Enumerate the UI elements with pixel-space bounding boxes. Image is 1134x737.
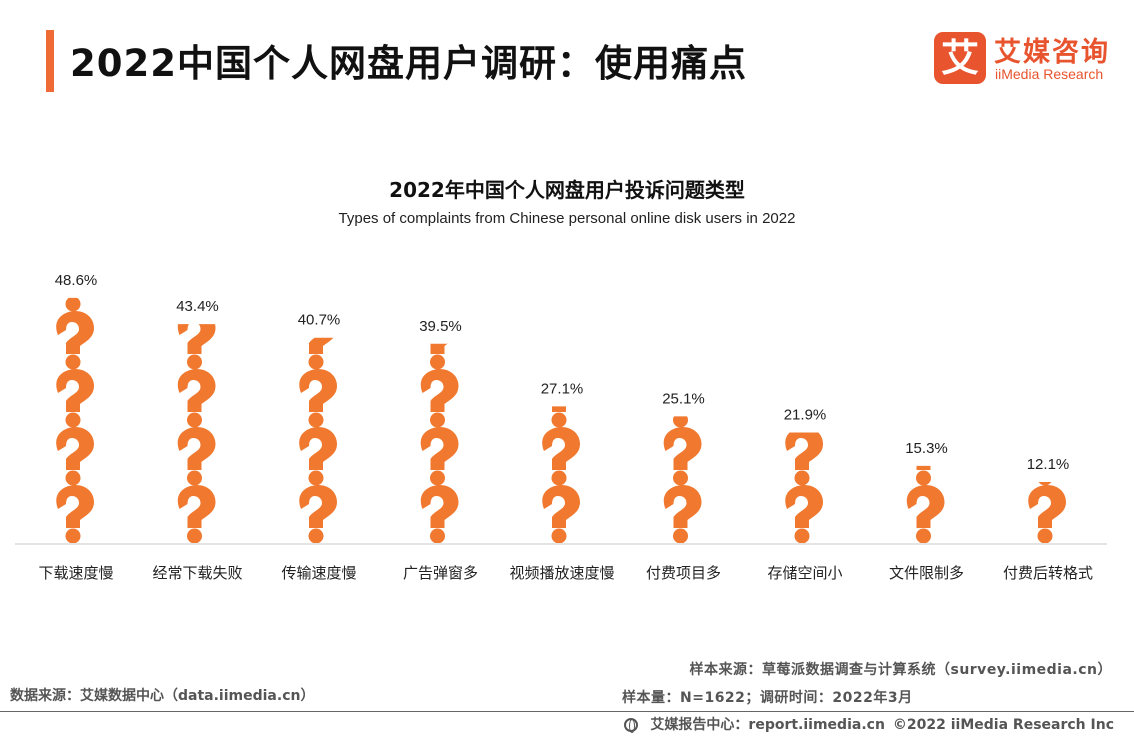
chart-title: 2022年中国个人网盘用户投诉问题类型 bbox=[389, 178, 745, 202]
value-label: 25.1% bbox=[662, 390, 705, 407]
footer-copyright: ©2022 iiMedia Research Inc bbox=[892, 717, 1114, 733]
pictogram-bar-chart: 48.6% 下载速度慢 43.4% 经常下载失败 40.7% 传输速度慢 39.5% 广告弹窗… bbox=[15, 272, 1107, 582]
value-label: 39.5% bbox=[419, 318, 462, 335]
brand-logo: 艾 艾媒咨询 iiMedia Research bbox=[934, 30, 1124, 86]
question-mark-icon bbox=[673, 416, 688, 428]
value-label: 27.1% bbox=[541, 380, 584, 397]
value-label: 48.6% bbox=[55, 272, 98, 289]
question-mark-icon bbox=[56, 427, 94, 486]
bar-7 bbox=[906, 465, 945, 543]
question-mark-icon bbox=[1038, 481, 1052, 486]
bar-2 bbox=[299, 337, 337, 543]
logo-text-en: iiMedia Research bbox=[995, 66, 1104, 82]
category-label: 付费后转格式 bbox=[1003, 564, 1093, 582]
value-label: 15.3% bbox=[905, 440, 948, 457]
question-mark-icon bbox=[542, 427, 580, 486]
category-label: 下载速度慢 bbox=[38, 564, 113, 582]
bar-6 bbox=[785, 432, 823, 543]
bar-0 bbox=[56, 297, 94, 543]
question-mark-icon bbox=[663, 485, 702, 543]
bar-5 bbox=[663, 416, 702, 543]
question-mark-icon bbox=[430, 343, 448, 370]
question-mark-icon bbox=[299, 369, 337, 428]
question-mark-icon bbox=[177, 369, 216, 428]
category-label: 视频播放速度慢 bbox=[509, 564, 614, 582]
footer-divider bbox=[0, 711, 1134, 712]
sample-source: 样本来源：草莓派数据调查与计算系统（survey.iimedia.cn） bbox=[689, 662, 1112, 678]
question-mark-icon bbox=[56, 369, 94, 428]
question-mark-icon bbox=[906, 485, 945, 543]
question-mark-icon bbox=[56, 485, 94, 543]
logo-text-cn: 艾媒咨询 bbox=[994, 37, 1110, 68]
data-source: 数据来源：艾媒数据中心（data.iimedia.cn） bbox=[10, 688, 315, 704]
value-label: 12.1% bbox=[1027, 456, 1070, 473]
logo-mark: 艾 bbox=[934, 32, 986, 84]
bar-1 bbox=[177, 324, 216, 543]
question-mark-icon bbox=[299, 485, 337, 543]
category-label: 文件限制多 bbox=[889, 564, 964, 582]
category-label: 付费项目多 bbox=[646, 564, 721, 582]
question-mark-icon bbox=[56, 311, 94, 370]
question-mark-icon bbox=[420, 369, 459, 428]
question-mark-icon bbox=[308, 337, 334, 370]
footer-report-center[interactable]: 艾媒报告中心：report.iimedia.cn bbox=[624, 717, 885, 733]
question-mark-icon bbox=[1028, 485, 1066, 543]
question-mark-icon bbox=[177, 485, 216, 543]
question-mark-icon bbox=[663, 427, 702, 486]
footer: 艾媒报告中心：report.iimedia.cn ©2022 iiMedia Re… bbox=[624, 714, 1114, 734]
bar-3 bbox=[420, 343, 459, 544]
category-label: 存储空间小 bbox=[767, 564, 842, 582]
question-mark-icon bbox=[551, 406, 567, 428]
value-label: 21.9% bbox=[784, 407, 827, 424]
question-mark-icon bbox=[177, 427, 216, 486]
question-mark-icon bbox=[785, 485, 823, 543]
value-label: 43.4% bbox=[176, 298, 219, 315]
question-mark-icon bbox=[916, 465, 931, 486]
category-label: 经常下载失败 bbox=[152, 564, 242, 582]
question-mark-icon bbox=[299, 427, 337, 486]
title-accent-bar bbox=[46, 30, 54, 92]
globe-icon bbox=[624, 718, 639, 733]
bar-4 bbox=[542, 406, 580, 543]
question-mark-icon bbox=[420, 427, 459, 486]
question-mark-icon bbox=[65, 297, 81, 312]
page-title: 2022中国个人网盘用户调研：使用痛点 bbox=[70, 42, 747, 85]
question-mark-icon bbox=[420, 485, 459, 544]
sample-size: 样本量：N=1622；调研时间：2022年3月 bbox=[622, 690, 913, 706]
category-label: 广告弹窗多 bbox=[403, 564, 478, 582]
value-label: 40.7% bbox=[298, 312, 341, 329]
question-mark-icon bbox=[177, 324, 216, 370]
bar-8 bbox=[1028, 481, 1066, 543]
chart-subtitle: Types of complaints from Chinese persona… bbox=[338, 210, 796, 227]
category-label: 传输速度慢 bbox=[281, 564, 356, 582]
question-mark-icon bbox=[785, 432, 823, 486]
question-mark-icon bbox=[542, 485, 580, 543]
